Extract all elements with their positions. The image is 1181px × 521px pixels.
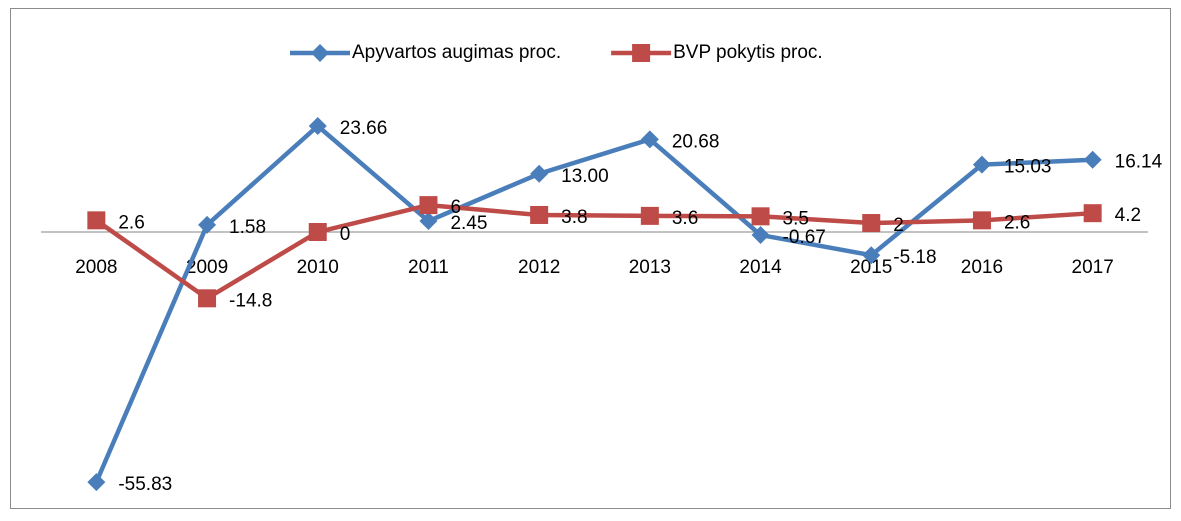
- marker: [308, 223, 327, 241]
- marker: [1083, 204, 1102, 223]
- series-line: [94, 123, 1093, 484]
- marker: [419, 196, 438, 215]
- marker: [1083, 150, 1102, 169]
- data-label: 3.6: [672, 208, 698, 229]
- chart-frame: [10, 8, 1171, 509]
- x-tick-label: 2015: [850, 257, 892, 278]
- data-label: -55.83: [118, 474, 172, 495]
- marker: [640, 206, 659, 225]
- series-line: [95, 202, 1093, 301]
- data-label: 2.45: [450, 213, 487, 234]
- marker: [751, 207, 770, 226]
- marker: [972, 211, 991, 230]
- data-label: 1.58: [229, 217, 266, 238]
- marker: [198, 289, 217, 308]
- x-tick-label: 2016: [961, 257, 1003, 278]
- marker: [530, 205, 549, 224]
- x-tick-label: 2010: [297, 257, 339, 278]
- marker: [419, 212, 438, 231]
- x-tick-label: 2013: [629, 257, 671, 278]
- marker: [87, 473, 106, 492]
- data-label: 6: [450, 197, 461, 218]
- legend-label: BVP pokytis proc.: [673, 42, 823, 63]
- data-label: 3.5: [783, 208, 809, 229]
- data-label: 2.6: [118, 212, 144, 233]
- data-label: 16.14: [1115, 152, 1163, 173]
- data-label: -0.67: [783, 227, 826, 248]
- marker: [972, 155, 991, 174]
- marker: [308, 117, 327, 136]
- marker: [530, 164, 549, 183]
- data-label: -5.18: [893, 247, 936, 268]
- marker: [198, 215, 217, 234]
- data-label: 20.68: [672, 131, 720, 152]
- data-label: 4.2: [1115, 205, 1141, 226]
- data-label: 0: [340, 224, 351, 245]
- legend-label: Apyvartos augimas proc.: [352, 42, 561, 63]
- data-label: -14.8: [229, 290, 272, 311]
- data-label: 13.00: [561, 166, 609, 187]
- marker: [862, 246, 881, 265]
- x-tick-label: 2017: [1072, 257, 1114, 278]
- x-tick-label: 2012: [518, 257, 560, 278]
- marker: [751, 226, 770, 245]
- marker: [640, 130, 659, 149]
- data-label: 3.8: [561, 207, 587, 228]
- data-label: 15.03: [1004, 157, 1052, 178]
- x-tick-label: 2014: [739, 257, 782, 278]
- marker: [311, 44, 329, 62]
- data-label: 2.6: [1004, 212, 1030, 233]
- data-label: 2: [893, 215, 904, 236]
- marker: [87, 211, 106, 230]
- data-label: 23.66: [340, 118, 388, 139]
- marker: [862, 214, 881, 233]
- x-tick-label: 2011: [408, 257, 449, 278]
- marker: [632, 44, 651, 62]
- x-tick-label: 2008: [75, 257, 117, 278]
- x-tick-label: 2009: [186, 257, 228, 278]
